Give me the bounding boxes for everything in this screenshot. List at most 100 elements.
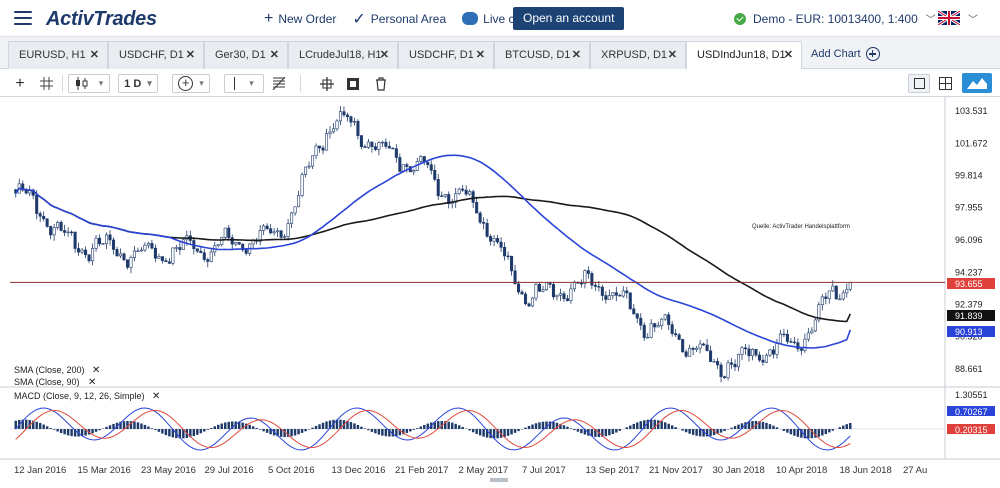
candle-body — [601, 287, 603, 295]
macd-histogram-bar — [325, 421, 327, 429]
macd-histogram-bar — [542, 422, 544, 429]
candle-body — [434, 170, 436, 179]
close-icon[interactable]: ✕ — [572, 42, 581, 68]
tab-btcusd-d1[interactable]: BTCUSD, D1✕ — [494, 41, 590, 69]
candle-body — [521, 292, 523, 294]
candle-type-dropdown[interactable]: ▾ — [68, 74, 110, 93]
tab-lcrude-h1[interactable]: LCrudeJul18, H1✕ — [288, 41, 398, 69]
macd-histogram-bar — [685, 429, 687, 432]
candle-body — [699, 344, 701, 348]
chart-area[interactable]: Quelle: ActivTrader Handelsplattform SMA… — [0, 97, 1000, 483]
close-icon[interactable]: ✕ — [186, 42, 195, 68]
chart-type-button[interactable] — [962, 73, 992, 93]
candle-body — [112, 240, 114, 250]
close-icon[interactable]: ✕ — [784, 42, 793, 68]
close-icon[interactable]: ✕ — [380, 42, 389, 68]
candle-body — [179, 247, 181, 249]
macd-histogram-bar — [531, 424, 533, 429]
candle-body — [228, 228, 230, 238]
time-axis-label: 18 Jun 2018 — [840, 465, 892, 476]
new-order-label: New Order — [278, 12, 336, 26]
candle-body — [688, 348, 690, 356]
open-account-button[interactable]: Open an account — [513, 7, 624, 30]
fibonacci-icon[interactable] — [270, 74, 288, 93]
candle-body — [53, 228, 55, 235]
tab-eurusd-h1[interactable]: EURUSD, H1 ✕ — [8, 41, 108, 69]
macd-histogram-bar — [619, 429, 621, 431]
macd-histogram-bar — [39, 423, 41, 429]
macd-histogram-bar — [818, 429, 820, 437]
candle-body — [563, 294, 565, 299]
macd-histogram-bar — [395, 429, 397, 436]
new-order-button[interactable]: + New Order — [264, 10, 336, 28]
candle-body — [482, 222, 484, 223]
scroll-handle[interactable] — [490, 478, 508, 482]
candle-body — [172, 248, 174, 263]
macd-histogram-bar — [95, 429, 97, 432]
macd-histogram-bar — [563, 425, 565, 429]
tab-xrpusd-d1[interactable]: XRPUSD, D1✕ — [590, 41, 686, 69]
close-icon[interactable]: ✕ — [152, 391, 160, 402]
tab-label: EURUSD, H1 — [19, 49, 86, 61]
single-layout-button[interactable] — [908, 74, 930, 93]
price-chart[interactable]: Quelle: ActivTrader Handelsplattform SMA… — [0, 97, 1000, 483]
candle-body — [273, 232, 275, 233]
close-icon[interactable]: ✕ — [476, 42, 485, 68]
tab-usdchf-d1-2[interactable]: USDCHF, D1✕ — [398, 41, 494, 69]
candle-body — [280, 231, 282, 238]
grid-layout-button[interactable] — [936, 74, 954, 93]
close-icon[interactable]: ✕ — [668, 42, 677, 68]
candle-body — [660, 319, 662, 326]
candle-body — [39, 214, 41, 217]
candle-body — [200, 251, 202, 253]
close-icon[interactable]: ✕ — [88, 377, 96, 388]
macd-histogram-bar — [461, 427, 463, 429]
price-axis-label: 103.531 — [955, 106, 988, 116]
uk-flag-icon[interactable] — [938, 11, 960, 25]
candle-body — [374, 147, 376, 150]
tab-usdind-d1[interactable]: USDIndJun18, D1✕ — [686, 41, 802, 69]
account-selector[interactable]: Demo - EUR: 10013400, 1:400 ﹀ — [734, 11, 936, 26]
candle-body — [84, 250, 86, 255]
language-chevron-icon[interactable]: ﹀ — [968, 11, 978, 26]
macd-histogram-bar — [322, 423, 324, 429]
macd-histogram-bar — [640, 421, 642, 429]
crosshair-tool-icon[interactable] — [318, 74, 336, 93]
macd-histogram-bar — [200, 429, 202, 433]
menu-icon[interactable] — [14, 11, 32, 25]
candle-body — [472, 192, 474, 203]
magnet-icon[interactable] — [344, 74, 362, 93]
line-tool-dropdown[interactable]: ▾ — [224, 74, 264, 93]
grid-icon[interactable] — [38, 74, 54, 93]
macd-histogram-bar — [626, 427, 628, 429]
candle-body — [695, 348, 697, 349]
candle-body — [598, 286, 600, 287]
personal-area-button[interactable]: ✓ Personal Area — [352, 9, 446, 29]
trash-icon[interactable] — [372, 74, 390, 93]
macd-histogram-bar — [842, 426, 844, 429]
activtrades-logo[interactable]: ActivTrades — [46, 8, 157, 31]
candle-body — [706, 345, 708, 351]
add-chart-button[interactable]: Add Chart — [811, 47, 880, 61]
close-icon[interactable]: ✕ — [90, 42, 99, 68]
candle-body — [465, 190, 467, 194]
candle-body — [619, 295, 621, 296]
add-indicator-dropdown[interactable]: + ▾ — [172, 74, 210, 93]
macd-histogram-bar — [350, 422, 352, 429]
tab-usdchf-d1[interactable]: USDCHF, D1✕ — [108, 41, 204, 69]
macd-histogram-bar — [633, 424, 635, 429]
close-icon[interactable]: ✕ — [270, 42, 279, 68]
candle-body — [779, 334, 781, 344]
macd-histogram-bar — [699, 429, 701, 436]
crosshair-icon[interactable]: + — [12, 74, 28, 93]
candle-body — [210, 252, 212, 262]
macd-signal-value: 0.20315 — [955, 425, 988, 435]
candle-body — [479, 213, 481, 222]
candle-body — [720, 365, 722, 377]
timeframe-dropdown[interactable]: 1 D ▾ — [118, 74, 158, 93]
candle-body — [793, 342, 795, 343]
close-icon[interactable]: ✕ — [92, 365, 100, 376]
tab-ger30-d1[interactable]: Ger30, D1✕ — [204, 41, 288, 69]
candle-body — [535, 284, 537, 298]
candle-body — [67, 232, 69, 233]
